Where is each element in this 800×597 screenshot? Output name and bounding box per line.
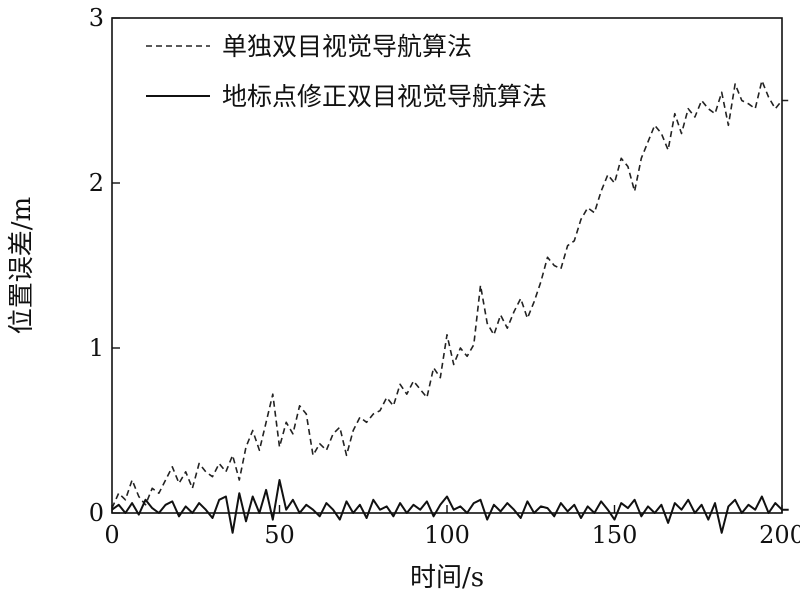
y-tick-label: 2 (89, 169, 104, 197)
y-tick-label: 3 (89, 4, 104, 32)
x-tick-label: 50 (264, 521, 295, 549)
series-line-1 (111, 79, 789, 509)
plot-frame (111, 17, 783, 514)
y-axis-title: 位置误差/m (7, 197, 37, 334)
series-lines (111, 79, 789, 534)
x-tick-label: 150 (592, 521, 638, 549)
x-tick-label: 0 (104, 521, 119, 549)
legend-label: 地标点修正双目视觉导航算法 (222, 82, 547, 111)
y-tick-label: 1 (89, 334, 104, 362)
y-tick-label: 0 (89, 499, 104, 527)
legend-label: 单独双目视觉导航算法 (222, 32, 472, 61)
x-tick-label: 200 (759, 521, 800, 549)
x-tick-label: 100 (424, 521, 470, 549)
x-axis-title: 时间/s (410, 563, 484, 593)
series-line-2 (111, 479, 789, 534)
axis-ticks: 0 50 100 150 200 0 1 2 3 (89, 4, 800, 549)
